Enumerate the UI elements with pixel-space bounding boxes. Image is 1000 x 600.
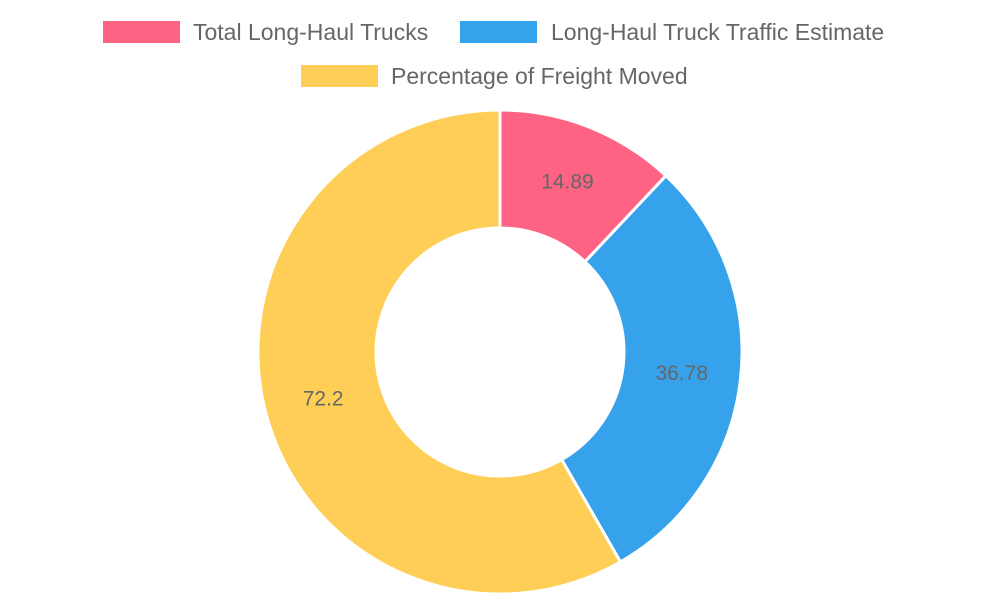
slice-percentage-of-freight-moved[interactable] <box>256 108 623 596</box>
legend-item-long-haul-truck-traffic-estimate[interactable]: Long-Haul Truck Traffic Estimate <box>460 19 884 45</box>
legend-label-percentage-of-freight-moved: Percentage of Freight Moved <box>391 63 688 89</box>
slices <box>256 108 744 596</box>
legend: Total Long-Haul Trucks Long-Haul Truck T… <box>103 19 884 89</box>
legend-swatch-total-long-haul-trucks <box>103 21 180 43</box>
legend-label-long-haul-truck-traffic-estimate: Long-Haul Truck Traffic Estimate <box>551 19 884 45</box>
legend-swatch-long-haul-truck-traffic-estimate <box>460 21 537 43</box>
legend-item-percentage-of-freight-moved[interactable]: Percentage of Freight Moved <box>301 63 688 89</box>
legend-item-total-long-haul-trucks[interactable]: Total Long-Haul Trucks <box>103 19 428 45</box>
legend-swatch-percentage-of-freight-moved <box>301 65 378 87</box>
slice-labels: 14.89 36.78 72.2 <box>303 170 708 410</box>
legend-label-total-long-haul-trucks: Total Long-Haul Trucks <box>193 19 428 45</box>
slice-label-percentage-of-freight-moved: 72.2 <box>303 388 344 411</box>
slice-long-haul-truck-traffic-estimate[interactable] <box>559 173 744 564</box>
slice-label-total-long-haul-trucks: 14.89 <box>541 170 594 193</box>
slice-label-long-haul-truck-traffic-estimate: 36.78 <box>655 362 708 385</box>
